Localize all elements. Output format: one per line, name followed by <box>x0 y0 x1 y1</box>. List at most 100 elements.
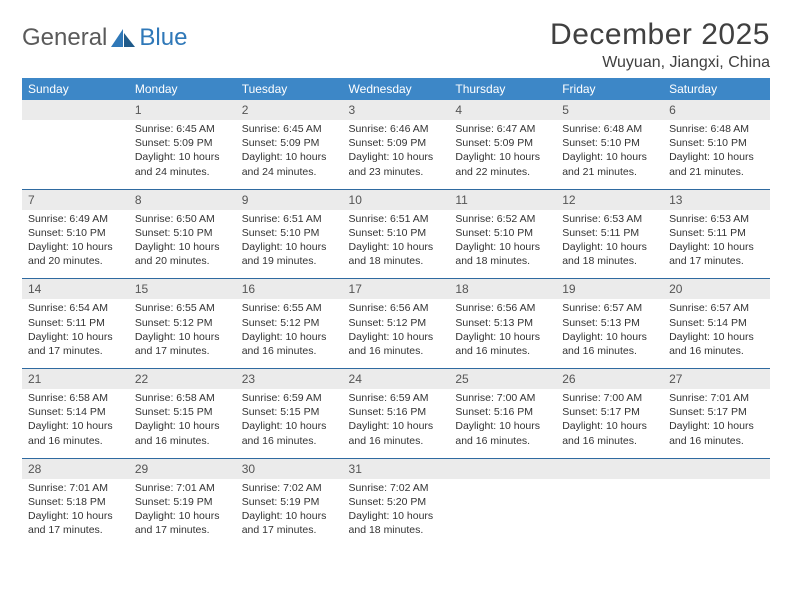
sunset-text: Sunset: 5:09 PM <box>349 136 444 150</box>
sunrise-text: Sunrise: 7:01 AM <box>28 481 123 495</box>
info-cell: Sunrise: 7:01 AMSunset: 5:19 PMDaylight:… <box>129 479 236 548</box>
sunrise-text: Sunrise: 6:48 AM <box>669 122 764 136</box>
info-row: Sunrise: 6:49 AMSunset: 5:10 PMDaylight:… <box>22 210 770 279</box>
sunset-text: Sunset: 5:11 PM <box>28 316 123 330</box>
date-row: 78910111213 <box>22 189 770 210</box>
daylight-text: Daylight: 10 hours and 21 minutes. <box>562 150 657 178</box>
info-cell: Sunrise: 6:56 AMSunset: 5:12 PMDaylight:… <box>343 299 450 368</box>
sunset-text: Sunset: 5:11 PM <box>669 226 764 240</box>
sunrise-text: Sunrise: 6:51 AM <box>349 212 444 226</box>
month-title: December 2025 <box>550 18 770 52</box>
date-cell: 17 <box>343 279 450 300</box>
title-block: December 2025 Wuyuan, Jiangxi, China <box>550 18 770 72</box>
daylight-text: Daylight: 10 hours and 21 minutes. <box>669 150 764 178</box>
sunset-text: Sunset: 5:09 PM <box>455 136 550 150</box>
daylight-text: Daylight: 10 hours and 16 minutes. <box>562 330 657 358</box>
sunset-text: Sunset: 5:15 PM <box>135 405 230 419</box>
info-cell: Sunrise: 6:57 AMSunset: 5:14 PMDaylight:… <box>663 299 770 368</box>
logo-text-general: General <box>22 24 107 52</box>
sunset-text: Sunset: 5:16 PM <box>455 405 550 419</box>
date-cell: 29 <box>129 458 236 479</box>
info-cell: Sunrise: 6:58 AMSunset: 5:15 PMDaylight:… <box>129 389 236 458</box>
sunrise-text: Sunrise: 6:56 AM <box>349 301 444 315</box>
sunrise-text: Sunrise: 6:55 AM <box>242 301 337 315</box>
daylight-text: Daylight: 10 hours and 19 minutes. <box>242 240 337 268</box>
sunset-text: Sunset: 5:14 PM <box>669 316 764 330</box>
sunset-text: Sunset: 5:10 PM <box>455 226 550 240</box>
header: General Blue December 2025 Wuyuan, Jiang… <box>22 18 770 72</box>
date-cell: 19 <box>556 279 663 300</box>
sunrise-text: Sunrise: 7:01 AM <box>135 481 230 495</box>
sunrise-text: Sunrise: 7:02 AM <box>349 481 444 495</box>
daylight-text: Daylight: 10 hours and 16 minutes. <box>455 419 550 447</box>
daylight-text: Daylight: 10 hours and 20 minutes. <box>28 240 123 268</box>
sunrise-text: Sunrise: 6:53 AM <box>562 212 657 226</box>
daylight-text: Daylight: 10 hours and 18 minutes. <box>562 240 657 268</box>
info-cell: Sunrise: 6:59 AMSunset: 5:16 PMDaylight:… <box>343 389 450 458</box>
daylight-text: Daylight: 10 hours and 16 minutes. <box>28 419 123 447</box>
info-cell: Sunrise: 6:54 AMSunset: 5:11 PMDaylight:… <box>22 299 129 368</box>
date-cell: 24 <box>343 369 450 390</box>
sunrise-text: Sunrise: 6:59 AM <box>349 391 444 405</box>
sunrise-text: Sunrise: 6:47 AM <box>455 122 550 136</box>
info-cell: Sunrise: 6:45 AMSunset: 5:09 PMDaylight:… <box>236 120 343 189</box>
sunrise-text: Sunrise: 6:51 AM <box>242 212 337 226</box>
daylight-text: Daylight: 10 hours and 17 minutes. <box>669 240 764 268</box>
info-cell: Sunrise: 6:55 AMSunset: 5:12 PMDaylight:… <box>236 299 343 368</box>
date-cell: 6 <box>663 100 770 120</box>
sunset-text: Sunset: 5:09 PM <box>135 136 230 150</box>
daylight-text: Daylight: 10 hours and 23 minutes. <box>349 150 444 178</box>
date-cell: 23 <box>236 369 343 390</box>
sunset-text: Sunset: 5:12 PM <box>349 316 444 330</box>
sunrise-text: Sunrise: 6:57 AM <box>669 301 764 315</box>
sunset-text: Sunset: 5:14 PM <box>28 405 123 419</box>
date-cell: 18 <box>449 279 556 300</box>
sunrise-text: Sunrise: 6:55 AM <box>135 301 230 315</box>
day-header-cell: Saturday <box>663 78 770 100</box>
date-row: 21222324252627 <box>22 369 770 390</box>
info-cell: Sunrise: 6:55 AMSunset: 5:12 PMDaylight:… <box>129 299 236 368</box>
day-header-cell: Thursday <box>449 78 556 100</box>
sunset-text: Sunset: 5:10 PM <box>669 136 764 150</box>
sunset-text: Sunset: 5:13 PM <box>455 316 550 330</box>
daylight-text: Daylight: 10 hours and 24 minutes. <box>242 150 337 178</box>
info-cell <box>449 479 556 548</box>
sunset-text: Sunset: 5:17 PM <box>562 405 657 419</box>
date-cell: 13 <box>663 189 770 210</box>
sunrise-text: Sunrise: 6:58 AM <box>135 391 230 405</box>
info-cell: Sunrise: 6:59 AMSunset: 5:15 PMDaylight:… <box>236 389 343 458</box>
info-cell: Sunrise: 6:56 AMSunset: 5:13 PMDaylight:… <box>449 299 556 368</box>
date-cell: 12 <box>556 189 663 210</box>
daylight-text: Daylight: 10 hours and 16 minutes. <box>242 330 337 358</box>
date-cell: 15 <box>129 279 236 300</box>
info-cell: Sunrise: 6:51 AMSunset: 5:10 PMDaylight:… <box>236 210 343 279</box>
date-cell: 31 <box>343 458 450 479</box>
daylight-text: Daylight: 10 hours and 16 minutes. <box>242 419 337 447</box>
logo-text-blue: Blue <box>139 24 187 52</box>
info-cell: Sunrise: 7:00 AMSunset: 5:16 PMDaylight:… <box>449 389 556 458</box>
daylight-text: Daylight: 10 hours and 18 minutes. <box>455 240 550 268</box>
info-row: Sunrise: 6:45 AMSunset: 5:09 PMDaylight:… <box>22 120 770 189</box>
info-cell: Sunrise: 6:45 AMSunset: 5:09 PMDaylight:… <box>129 120 236 189</box>
info-cell: Sunrise: 6:48 AMSunset: 5:10 PMDaylight:… <box>663 120 770 189</box>
sunset-text: Sunset: 5:12 PM <box>242 316 337 330</box>
location-text: Wuyuan, Jiangxi, China <box>550 54 770 72</box>
info-cell: Sunrise: 6:46 AMSunset: 5:09 PMDaylight:… <box>343 120 450 189</box>
sunset-text: Sunset: 5:09 PM <box>242 136 337 150</box>
date-cell <box>556 458 663 479</box>
daylight-text: Daylight: 10 hours and 18 minutes. <box>349 240 444 268</box>
logo: General Blue <box>22 24 187 52</box>
date-cell: 21 <box>22 369 129 390</box>
sunset-text: Sunset: 5:19 PM <box>242 495 337 509</box>
info-cell: Sunrise: 6:58 AMSunset: 5:14 PMDaylight:… <box>22 389 129 458</box>
info-cell <box>663 479 770 548</box>
calendar-table: SundayMondayTuesdayWednesdayThursdayFrid… <box>22 78 770 547</box>
sunset-text: Sunset: 5:10 PM <box>135 226 230 240</box>
sunset-text: Sunset: 5:10 PM <box>349 226 444 240</box>
info-cell: Sunrise: 6:50 AMSunset: 5:10 PMDaylight:… <box>129 210 236 279</box>
date-cell: 10 <box>343 189 450 210</box>
sunrise-text: Sunrise: 6:45 AM <box>135 122 230 136</box>
date-cell: 1 <box>129 100 236 120</box>
date-row: 28293031 <box>22 458 770 479</box>
sunrise-text: Sunrise: 6:59 AM <box>242 391 337 405</box>
